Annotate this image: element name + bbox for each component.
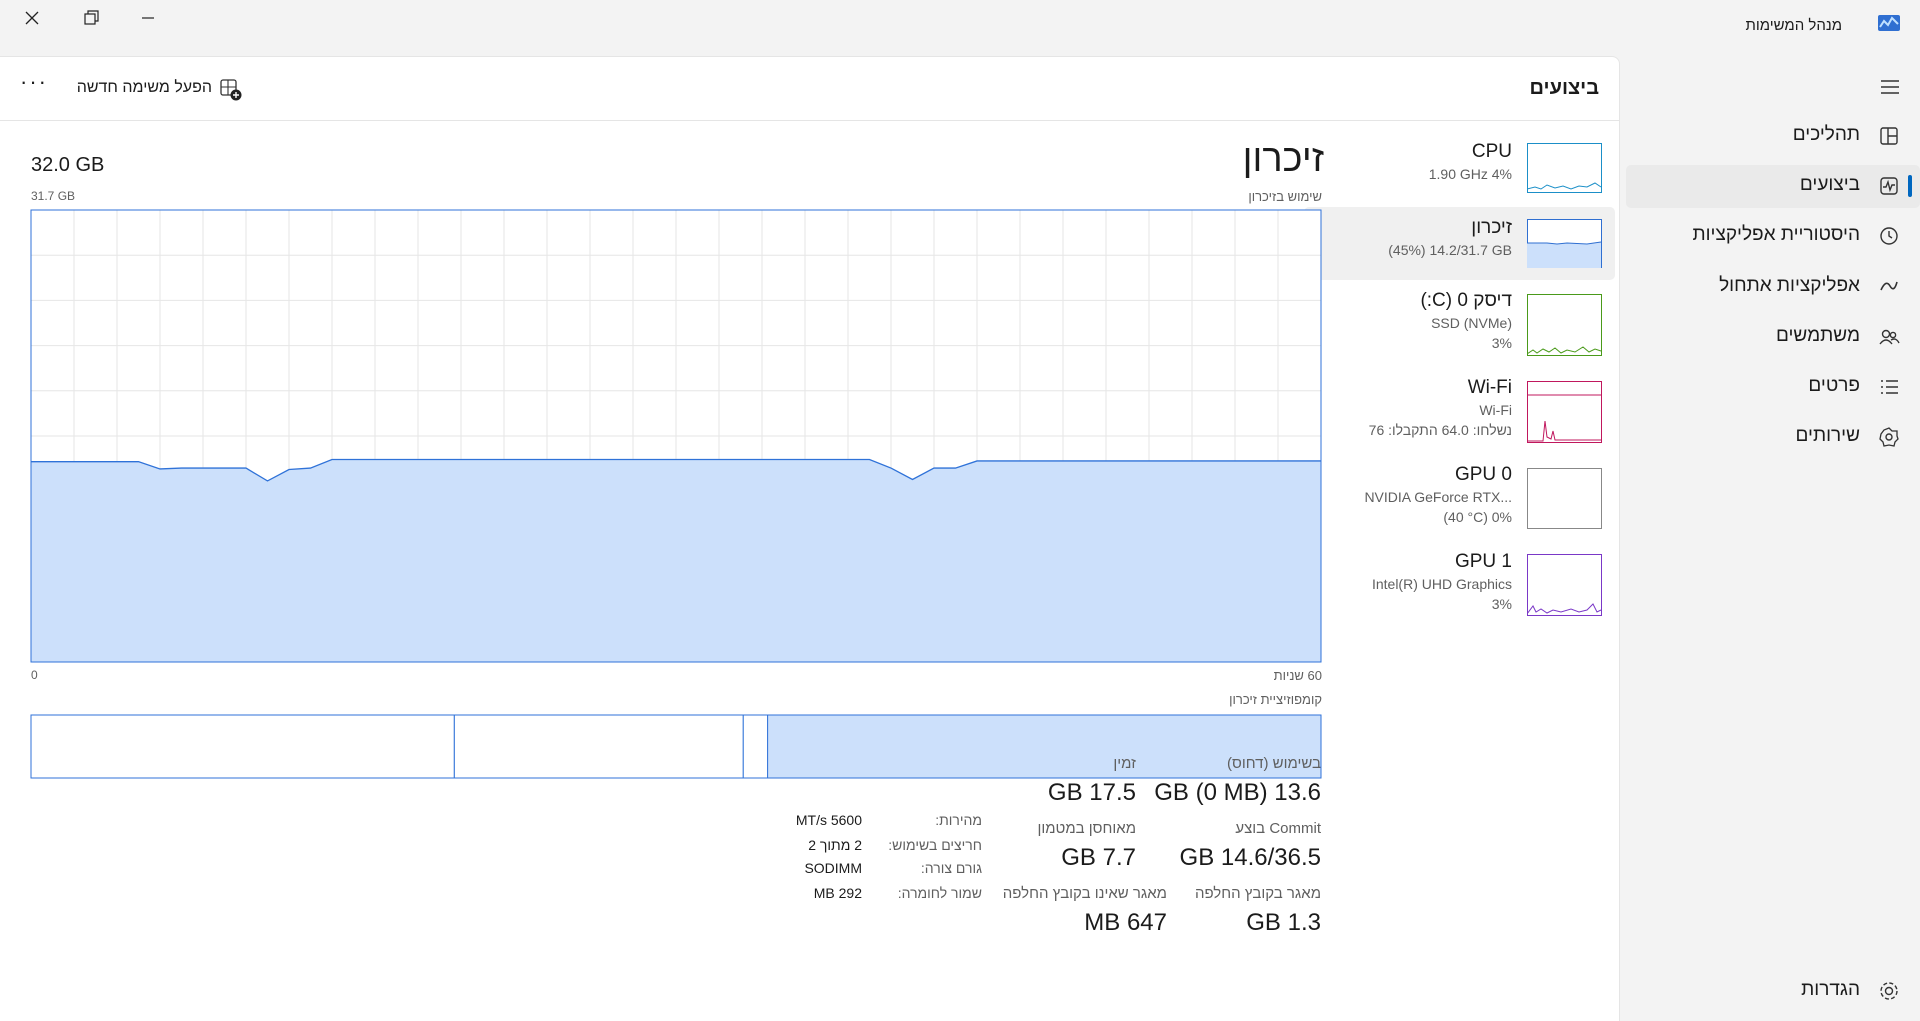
composition-label: קומפוזיציית זיכרון <box>1229 692 1322 707</box>
nav-item[interactable]: אפליקציות אתחול <box>1719 275 1860 296</box>
stat-value: 647 MB <box>1084 909 1167 936</box>
main-pane: ביצועים הפעל משימה חדשה ··· CPU 1.90 GHz … <box>0 56 1620 1021</box>
detail-value: 292 MB <box>813 885 862 901</box>
stat-label: Commit בוצע <box>1235 820 1321 837</box>
composition-segment <box>742 714 769 779</box>
device-detail: Wi-Fi <box>1479 402 1512 418</box>
device-detail: NVIDIA GeForce RTX... <box>1364 489 1512 505</box>
selected-indicator <box>1908 175 1912 197</box>
detail-label: גורם צורה: <box>920 860 982 876</box>
app-title: מנהל המשימות <box>1745 17 1842 34</box>
detail-label: שמור לחומרה: <box>897 885 982 901</box>
device-detail: SSD (NVMe) <box>1431 315 1512 331</box>
device-detail: Intel(R) UHD Graphics <box>1371 576 1512 592</box>
detail-value: 2 מתוך 2 <box>808 837 862 853</box>
device-thumbnail <box>1527 219 1602 268</box>
nav-item[interactable]: היסטוריית אפליקציות <box>1692 224 1860 245</box>
composition-segment <box>453 714 744 779</box>
device-name: GPU 0 <box>1454 464 1512 485</box>
graph-border <box>30 209 1322 663</box>
nav-settings[interactable]: הגדרות <box>1801 979 1860 1000</box>
device-detail: 1.90 GHz 4% <box>1428 166 1512 182</box>
nav-icon <box>1879 329 1900 345</box>
device-detail: (45%) 14.2/31.7 GB <box>1388 242 1512 258</box>
menu-button[interactable] <box>1879 77 1901 97</box>
divider <box>0 120 1619 121</box>
run-task-button[interactable]: הפעל משימה חדשה <box>76 79 212 96</box>
memory-area <box>31 459 1321 662</box>
device-detail: 3% <box>1491 596 1512 612</box>
detail-value: MT/s 5600 <box>795 812 862 828</box>
memory-graph <box>30 209 1322 663</box>
stat-value: 13.6 GB (0 MB) <box>1154 779 1321 806</box>
device-detail: 3% <box>1491 335 1512 351</box>
settings-icon[interactable] <box>1878 980 1900 1002</box>
detail-label: מהירות: <box>935 812 982 828</box>
device-thumbnail <box>1527 554 1602 616</box>
detail-value: SODIMM <box>804 860 862 876</box>
device-thumbnail <box>1527 381 1602 443</box>
composition-segment <box>767 714 1322 779</box>
run-task-icon[interactable] <box>219 78 243 102</box>
memory-line <box>31 458 1321 482</box>
device-thumbnail <box>1527 294 1602 356</box>
stat-value: 1.3 GB <box>1246 909 1321 936</box>
stat-value: 17.5 GB <box>1047 779 1136 806</box>
device-name: CPU <box>1471 141 1512 162</box>
device-detail: (40 °C) 0% <box>1443 509 1512 525</box>
graph-label: שימוש בזיכרון <box>1248 189 1322 204</box>
nav-item[interactable]: שירותים <box>1795 425 1860 446</box>
nav-item[interactable]: תהליכים <box>1792 124 1860 145</box>
device-detail: נשלחו: 64.0 התקבלו: 76 <box>1368 422 1512 438</box>
memory-title: זיכרון <box>1242 138 1324 180</box>
nav-icon <box>1880 127 1898 145</box>
composition-segment <box>30 714 455 779</box>
stat-label: מאגר שאינו בקובץ החלפה <box>1002 885 1167 902</box>
device-name: Wi-Fi <box>1467 377 1512 398</box>
nav-item[interactable]: פרטים <box>1808 375 1860 396</box>
nav-icon <box>1879 427 1899 447</box>
selected-nav-bg <box>1626 165 1920 208</box>
app-icon <box>1878 15 1900 31</box>
device-name: דיסק 0 (C:) <box>1420 290 1512 311</box>
device-name: זיכרון <box>1471 217 1512 238</box>
nav-icon <box>1880 281 1898 291</box>
stat-label: מאגר בקובץ החלפה <box>1194 885 1321 902</box>
memory-total: 32.0 GB <box>31 154 105 176</box>
stat-label: זמין <box>1113 755 1136 772</box>
x-right-label: 60 שניות <box>1273 668 1322 683</box>
nav-icon <box>1881 380 1898 394</box>
nav-icon <box>1880 177 1898 195</box>
minimize-button[interactable] <box>138 8 158 28</box>
stat-label: בשימוש (דחוס) <box>1227 755 1321 772</box>
stat-value: 14.6/36.5 GB <box>1179 844 1321 871</box>
restore-button[interactable] <box>81 8 101 28</box>
nav-item[interactable]: משתמשים <box>1775 325 1860 346</box>
page-title: ביצועים <box>1529 77 1599 99</box>
nav-item[interactable]: ביצועים <box>1799 174 1860 195</box>
more-button[interactable]: ··· <box>20 69 48 94</box>
device-name: GPU 1 <box>1454 551 1512 572</box>
nav-icon <box>1880 227 1898 245</box>
x-left-label: 0 <box>31 668 38 682</box>
device-thumbnail <box>1527 143 1602 193</box>
composition-bar <box>30 714 1322 779</box>
stat-label: מאוחסן במטמון <box>1037 820 1136 837</box>
device-thumbnail <box>1527 468 1602 529</box>
stat-value: 7.7 GB <box>1061 844 1136 871</box>
close-button[interactable] <box>22 8 42 28</box>
detail-label: חריצים בשימוש: <box>888 837 982 853</box>
graph-max-label: 31.7 GB <box>31 189 76 203</box>
